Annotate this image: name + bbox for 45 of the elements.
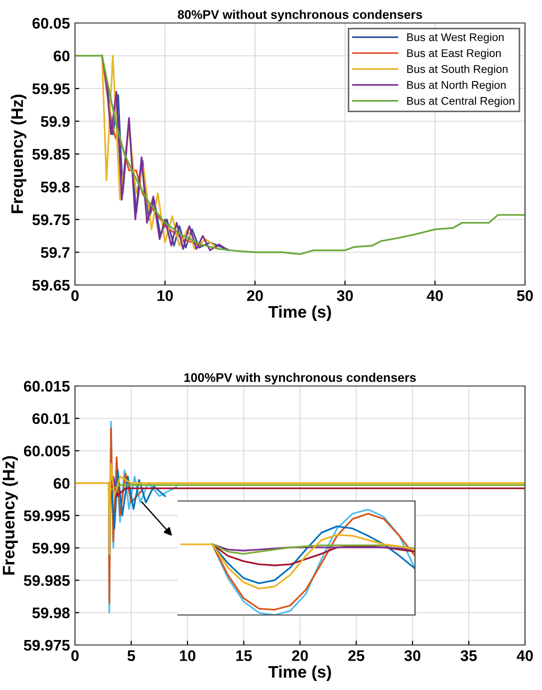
x-tick-label: 25: [348, 650, 364, 662]
y-axis-title: Frequency (Hz): [10, 94, 26, 214]
y-tick-label: 60.005: [24, 446, 70, 456]
legend-label: Bus at West Region: [407, 33, 504, 44]
y-tick-label: 59.985: [24, 575, 70, 586]
x-tick-label: 50: [516, 290, 533, 302]
y-tick-label: 59.75: [32, 214, 70, 226]
x-tick-label: 10: [157, 290, 173, 302]
x-tick-label: 40: [516, 650, 533, 662]
y-tick-label: 59.9: [40, 116, 70, 127]
x-axis-title: Time (s): [268, 665, 331, 682]
x-axis-title: Time (s): [268, 305, 331, 322]
y-tick-label: 60.01: [32, 413, 70, 424]
y-tick-label: 59.99: [32, 542, 70, 554]
x-tick-label: 40: [426, 290, 443, 302]
x-tick-label: 0: [71, 290, 79, 302]
x-tick-label: 10: [180, 650, 196, 662]
chart-title: 100%PV with synchronous condensers: [184, 372, 416, 384]
y-tick-label: 59.975: [24, 640, 70, 651]
y-tick-label: 60: [54, 50, 70, 62]
line-series: [75, 462, 525, 556]
x-tick-label: 35: [460, 650, 477, 662]
y-tick-label: 59.95: [32, 83, 70, 94]
x-tick-label: 30: [404, 650, 420, 662]
y-tick-label: 59.65: [32, 280, 70, 291]
x-tick-label: 0: [71, 650, 79, 662]
x-tick-label: 5: [127, 650, 136, 662]
x-tick-label: 20: [247, 290, 263, 302]
chart-title: 80%PV without synchronous condensers: [178, 10, 422, 22]
legend-label: Bus at South Region: [407, 64, 508, 76]
y-axis-title: Frequency (Hz): [2, 456, 18, 575]
x-tick-label: 20: [292, 650, 308, 662]
y-tick-label: 60.05: [32, 18, 70, 29]
legend-label: Bus at East Region: [407, 48, 501, 60]
legend-label: Bus at Central Region: [407, 96, 514, 108]
y-tick-label: 59.85: [32, 148, 70, 160]
y-tick-label: 59.7: [40, 247, 70, 258]
y-tick-label: 60: [54, 478, 70, 489]
legend-label: Bus at North Region: [407, 80, 506, 92]
y-tick-label: 59.8: [40, 182, 70, 192]
x-tick-label: 15: [236, 650, 252, 662]
y-tick-label: 59.98: [32, 607, 70, 618]
y-tick-label: 59.995: [24, 510, 70, 522]
x-tick-label: 30: [336, 290, 353, 302]
y-tick-label: 60.015: [24, 380, 70, 392]
